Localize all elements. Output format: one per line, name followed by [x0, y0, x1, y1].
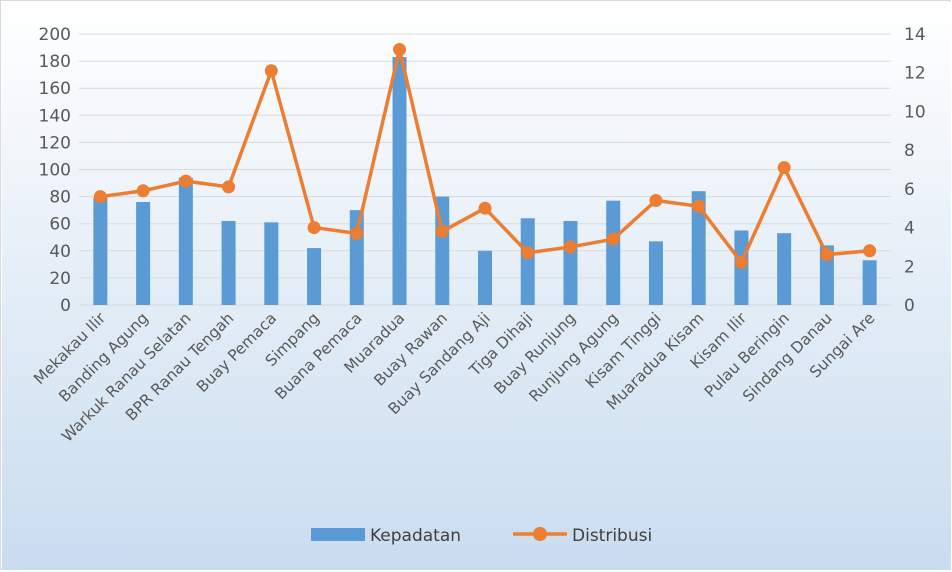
point-distribusi — [136, 184, 150, 198]
bar-kepadatan — [264, 222, 279, 305]
right-axis: 0 2 4 6 8 10 12 14 — [904, 25, 926, 316]
bar-kepadatan — [606, 200, 621, 305]
bars-kepadatan — [93, 57, 877, 305]
point-distribusi — [692, 199, 706, 213]
right-axis-tick-label: 14 — [904, 25, 926, 45]
point-distribusi — [863, 244, 877, 258]
point-distribusi — [521, 246, 535, 260]
left-axis-tick-label: 140 — [39, 106, 71, 126]
bar-kepadatan — [307, 248, 322, 305]
point-distribusi — [435, 224, 449, 238]
bar-kepadatan — [648, 241, 663, 305]
bar-kepadatan — [777, 233, 792, 305]
point-distribusi — [820, 248, 834, 262]
bar-kepadatan — [392, 57, 407, 305]
legend: Kepadatan Distribusi — [311, 526, 652, 546]
bar-kepadatan — [478, 250, 492, 305]
right-axis-tick-label: 10 — [904, 102, 926, 122]
right-axis-tick-label: 0 — [904, 296, 915, 316]
point-distribusi — [350, 226, 364, 240]
bar-kepadatan — [819, 245, 834, 305]
point-distribusi — [93, 190, 107, 204]
bar-kepadatan — [349, 210, 364, 305]
right-axis-tick-label: 12 — [904, 64, 926, 84]
left-axis-tick-label: 120 — [39, 133, 71, 153]
right-axis-tick-label: 2 — [904, 257, 915, 277]
legend-label-distribusi: Distribusi — [572, 526, 652, 546]
point-distribusi — [563, 240, 577, 254]
point-distribusi — [222, 180, 236, 194]
right-axis-tick-label: 4 — [904, 219, 915, 239]
point-distribusi — [777, 161, 791, 175]
left-axis-tick-label: 20 — [49, 269, 71, 289]
point-distribusi — [606, 232, 620, 246]
point-distribusi — [649, 193, 663, 207]
bar-kepadatan — [178, 177, 193, 305]
bar-kepadatan — [563, 220, 578, 305]
left-axis-tick-label: 200 — [39, 25, 71, 45]
legend-swatch-kepadatan — [311, 528, 365, 541]
point-distribusi — [478, 201, 492, 215]
legend-swatch-distribusi-marker — [533, 527, 547, 541]
legend-label-kepadatan: Kepadatan — [370, 526, 461, 546]
bar-kepadatan — [520, 218, 535, 305]
bar-kepadatan — [93, 197, 108, 305]
right-axis-tick-label: 8 — [904, 141, 915, 161]
left-axis-tick-label: 80 — [49, 188, 71, 208]
left-axis-tick-label: 160 — [39, 79, 71, 99]
point-distribusi — [179, 174, 193, 188]
right-axis-tick-label: 6 — [904, 180, 915, 200]
point-distribusi — [307, 221, 321, 235]
bar-kepadatan — [221, 220, 236, 305]
left-axis: 0 20 40 60 80 100 120 140 160 180 200 — [39, 25, 71, 316]
left-axis-tick-label: 60 — [49, 215, 71, 235]
line-distribusi — [93, 42, 877, 269]
left-axis-tick-label: 40 — [49, 242, 71, 262]
left-axis-tick-label: 100 — [39, 161, 71, 181]
bar-kepadatan — [862, 260, 877, 305]
point-distribusi — [264, 64, 278, 78]
bar-kepadatan — [691, 191, 706, 305]
point-distribusi — [393, 42, 407, 56]
left-axis-tick-label: 180 — [39, 52, 71, 72]
point-distribusi — [734, 255, 748, 269]
bar-kepadatan — [136, 202, 151, 305]
left-axis-tick-label: 0 — [60, 296, 71, 316]
